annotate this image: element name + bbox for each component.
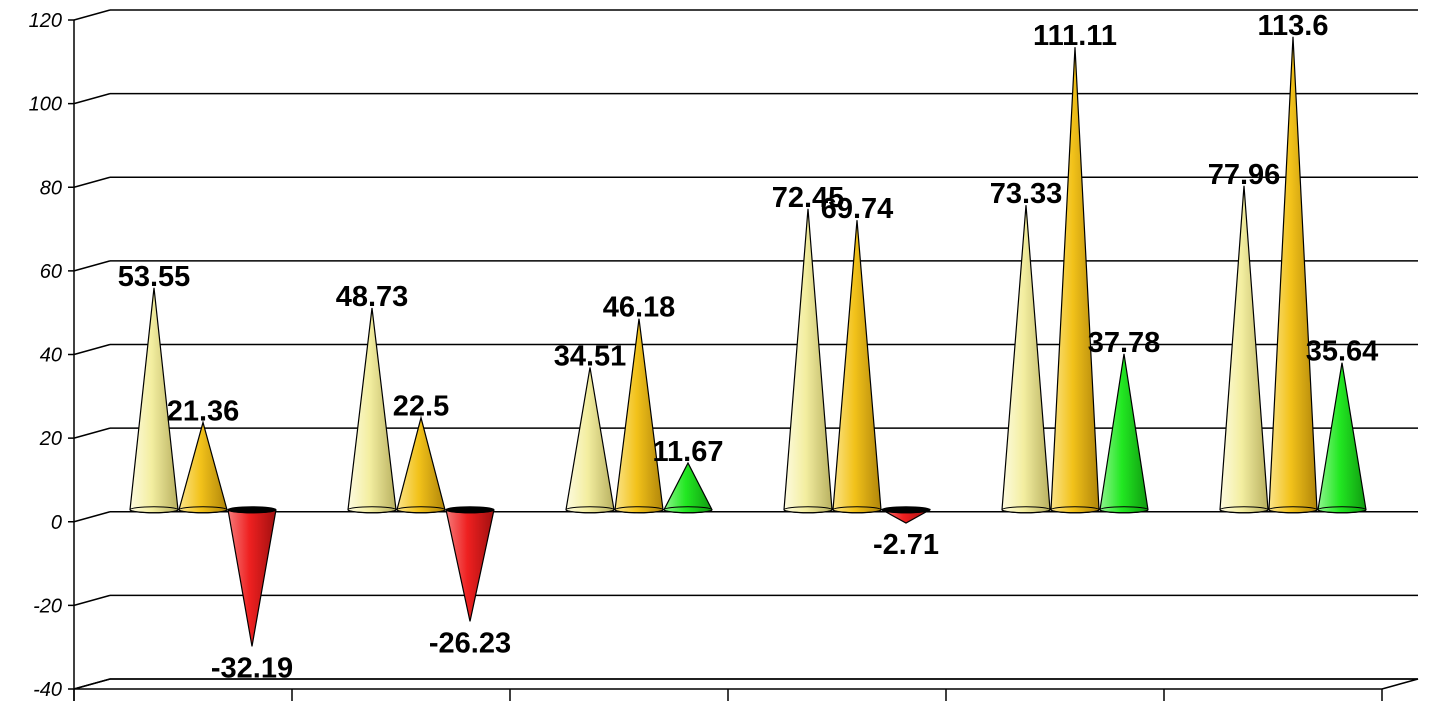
data-label: 111.11 [1033, 20, 1117, 52]
cone-base [881, 506, 931, 514]
cone-bar [565, 367, 615, 514]
cone-bar [227, 506, 277, 647]
data-label: 77.96 [1208, 159, 1281, 191]
cone-bar [129, 287, 179, 514]
cone-bar [1001, 205, 1051, 514]
y-tick-labels: 120 100 80 60 40 20 0 -20 -40 [29, 10, 62, 701]
cone-base [1099, 506, 1149, 514]
data-label: 22.5 [393, 391, 449, 423]
data-label: 46.18 [603, 292, 676, 324]
data-label: 34.51 [554, 340, 627, 372]
cone-base [396, 506, 446, 514]
gridline-side [73, 176, 111, 188]
cone-base [129, 506, 179, 514]
y-tick-label: 60 [40, 261, 62, 283]
data-label: 113.6 [1258, 10, 1329, 42]
cone-bar [396, 415, 446, 514]
cone-base [783, 506, 833, 514]
cone-bar [832, 220, 882, 514]
cone-base [347, 506, 397, 514]
data-labels: 53.55 21.36 -32.19 48.73 22.5 -26.23 34.51 46.1… [118, 10, 1379, 685]
cone-bar [881, 506, 931, 524]
cone-bar [1317, 362, 1367, 514]
cone-base [178, 506, 228, 514]
cone-base [1268, 506, 1318, 514]
gridline-side [73, 260, 111, 272]
data-label: -26.23 [429, 627, 511, 659]
data-label: -2.71 [873, 529, 939, 561]
cone-bar [1099, 353, 1149, 514]
y-tick-label: -20 [33, 595, 62, 617]
data-label: 48.73 [336, 281, 409, 313]
gridline-side [73, 594, 111, 607]
cone-base [832, 506, 882, 514]
cone-base [565, 506, 615, 514]
data-label: 53.55 [118, 261, 191, 293]
cone-base [663, 506, 713, 514]
data-label: 73.33 [990, 178, 1063, 210]
cone-bar [1268, 36, 1318, 514]
cone-base [445, 506, 495, 514]
cones [129, 36, 1367, 647]
data-label: 21.36 [167, 395, 240, 427]
data-label: -32.19 [211, 652, 293, 684]
y-tick-label: 40 [40, 345, 62, 367]
cone-bar [783, 208, 833, 514]
gridline-side [73, 9, 111, 21]
gridline-side [73, 343, 111, 356]
y-tick-label: -40 [33, 679, 62, 701]
gridline-side [73, 427, 111, 439]
gridline-side [73, 92, 111, 105]
data-label: 35.64 [1306, 336, 1379, 368]
y-tick-label: 0 [51, 512, 62, 534]
cone-bar [347, 307, 397, 514]
cone-bar [614, 318, 664, 514]
y-tick-label: 120 [29, 10, 62, 32]
data-label: 72.45 [772, 182, 845, 214]
cone-base [1001, 506, 1051, 514]
cone-bar [1219, 185, 1269, 514]
cone-base [1317, 506, 1367, 514]
y-tick-label: 20 [39, 428, 62, 450]
y-tick-label: 100 [29, 94, 62, 116]
axes [68, 19, 1419, 701]
cone-base [227, 506, 277, 514]
cone-bar [663, 461, 713, 514]
gridlines [73, 9, 1418, 690]
cone-base [1050, 506, 1100, 514]
y-tick-label: 80 [40, 177, 62, 199]
gridline-side [73, 511, 111, 523]
data-label: 37.78 [1088, 327, 1161, 359]
cone-bar [178, 420, 228, 514]
cone-bar [1050, 47, 1100, 514]
data-label: 11.67 [653, 436, 724, 468]
cone-base [614, 506, 664, 514]
cone-base [1219, 506, 1269, 514]
data-label: 69.74 [821, 193, 894, 225]
cone-bar [445, 506, 495, 622]
